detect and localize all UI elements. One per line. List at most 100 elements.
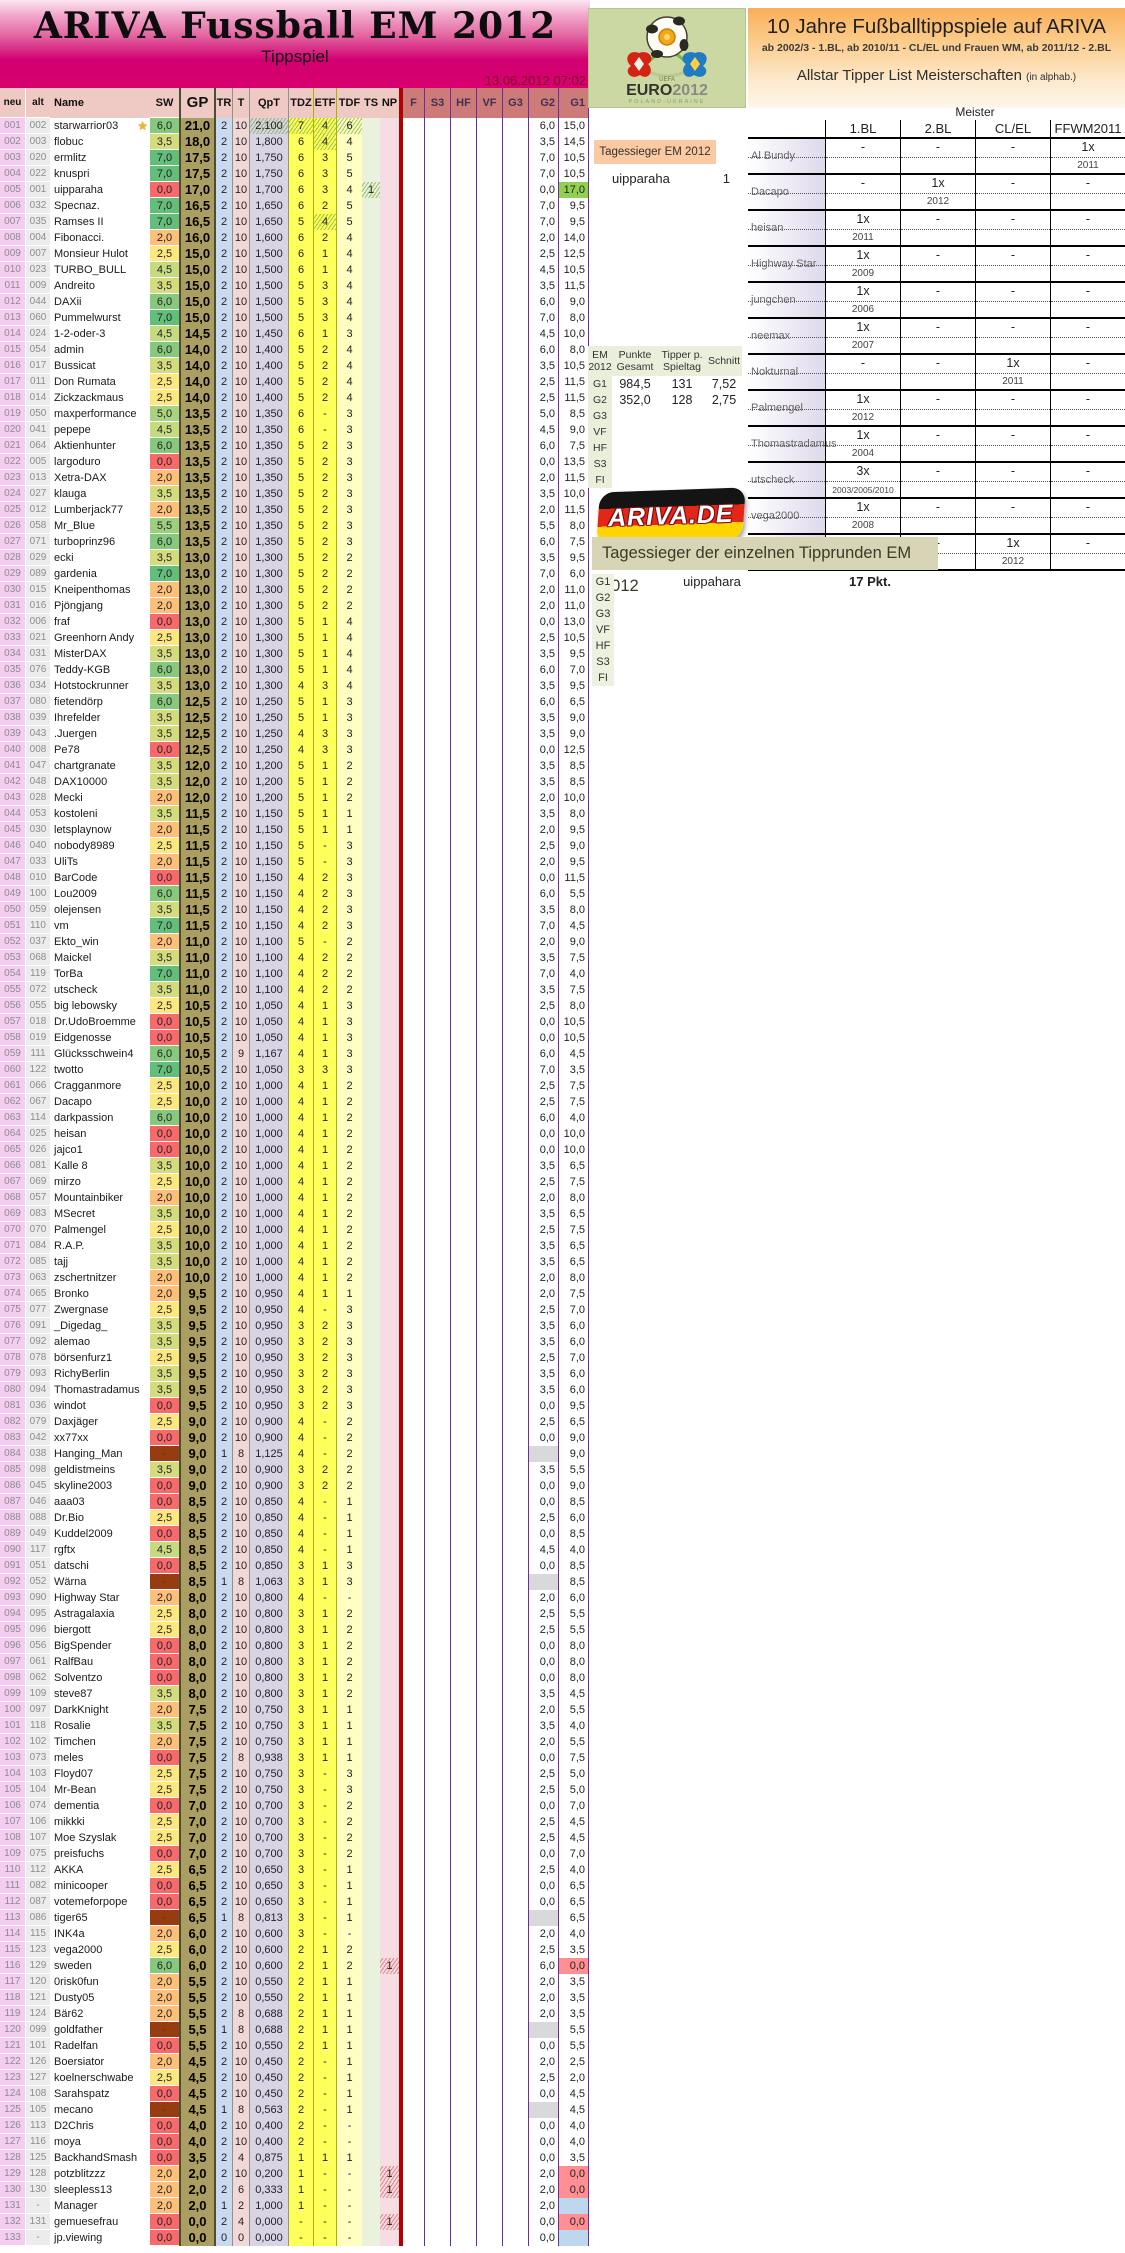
- cell-f: [399, 1190, 425, 1206]
- cell-neu: 111: [0, 1878, 25, 1894]
- cell-t: 10: [233, 1286, 250, 1302]
- cell-g1: 8,5: [559, 774, 589, 790]
- cell-g2: 2,0: [529, 934, 559, 950]
- cell-sv: 3,5: [150, 358, 179, 374]
- cell-ts: [362, 150, 380, 166]
- cell-t: 10: [233, 1542, 250, 1558]
- cell-ts: [362, 678, 380, 694]
- cell-g2: 0,0: [529, 454, 559, 470]
- cell-gp: 9,5: [179, 1366, 216, 1382]
- cell-gp: 12,5: [179, 694, 216, 710]
- cell-g3: [503, 1622, 529, 1638]
- cell-tdz: 4: [289, 1094, 314, 1110]
- cell-gpt: 1,300: [250, 614, 289, 630]
- cell-sv: 0,0: [150, 454, 179, 470]
- cell-neu: 066: [0, 1158, 25, 1174]
- player-name: Thomastradamus: [54, 1384, 140, 1396]
- cell-tr: 2: [216, 918, 233, 934]
- table-row: 090 117 rgftx 4,5 8,5 2 10 0,850 4-1 4,5 4,0: [0, 1542, 589, 1558]
- cell-gp: 9,5: [179, 1302, 216, 1318]
- player-name: börsenfurz1: [54, 1352, 113, 1364]
- cell-gpt: 1,200: [250, 790, 289, 806]
- cell-np: [380, 1878, 399, 1894]
- cell-ts: [362, 1990, 380, 2006]
- cell-np: [380, 1142, 399, 1158]
- cell-etf: -: [314, 1542, 337, 1558]
- table-row: 073 063 zschertnitzer 2,0 10,0 2 10 1,000 4 1 2 2,0…: [0, 1270, 589, 1286]
- cell-tdf: 5: [337, 166, 362, 182]
- cell-name: Bär62: [50, 2006, 150, 2022]
- cell-ts: [362, 1382, 380, 1398]
- cell-g3: [503, 1206, 529, 1222]
- cell-vf: [477, 1110, 503, 1126]
- cell-s3: [425, 726, 451, 742]
- cell-vf: [477, 518, 503, 534]
- cell-neu: 059: [0, 1046, 25, 1062]
- table-row: 002 003 flobuc 3,5 18,0 2 10 1,800 6 4 4 3,5 14,5: [0, 134, 589, 150]
- dotted-divider: [748, 481, 825, 482]
- cell-vf: [477, 1782, 503, 1798]
- cell-tr: 2: [216, 1686, 233, 1702]
- cell-tr: 2: [216, 966, 233, 982]
- cell-tdz: 3: [289, 1798, 314, 1814]
- cell-g2: 2,0: [529, 2166, 559, 2182]
- cell-sv: 2,0: [150, 2006, 179, 2022]
- cell-tdz: 2: [289, 2054, 314, 2070]
- cell-ts: [362, 214, 380, 230]
- cell-t: 10: [233, 1190, 250, 1206]
- cell-sv: 3,5: [150, 758, 179, 774]
- cell-tr: 2: [216, 422, 233, 438]
- cell-name: börsenfurz1: [50, 1350, 150, 1366]
- cell-tdf: 1: [337, 1718, 362, 1734]
- table-row: 071 084 R.A.P. 3,5 10,0 2 10 1,000 4 1 2 3,5 6,5: [0, 1238, 589, 1254]
- cell-alt: 015: [25, 582, 50, 598]
- cell-name: sleepless13: [50, 2182, 150, 2198]
- cell-name: olejensen: [50, 902, 150, 918]
- anniversary-subtitle: ab 2002/3 - 1.BL, ab 2010/11 - CL/EL und…: [761, 42, 1112, 54]
- cell-f: [399, 1606, 425, 1622]
- cell-g3: [503, 1910, 529, 1926]
- cell-tdz: 5: [289, 438, 314, 454]
- table-row: 078 078 börsenfurz1 2,5 9,5 2 10 0,950 3 2 3 2,5 7,0: [0, 1350, 589, 1366]
- allstar-col-header: CL/EL: [975, 120, 1050, 137]
- dotted-divider: [748, 373, 825, 374]
- cell-gpt: 0,850: [250, 1526, 289, 1542]
- round-winner-row: FI: [592, 670, 938, 686]
- allstar-count: 1x: [856, 392, 870, 406]
- allstar-count: -: [1010, 428, 1016, 442]
- cell-np: [380, 854, 399, 870]
- cell-tr: 2: [216, 2134, 233, 2150]
- dotted-divider: [826, 409, 900, 410]
- cell-g3: [503, 134, 529, 150]
- cell-f: [399, 1062, 425, 1078]
- cell-s3: [425, 2198, 451, 2214]
- cell-sv: 0,0: [150, 1894, 179, 1910]
- cell-ts: [362, 1574, 380, 1590]
- cell-name: vega2000: [50, 1942, 150, 1958]
- cell-etf: 2: [314, 1398, 337, 1414]
- cell-gpt: 0,650: [250, 1894, 289, 1910]
- cell-name: kostoleni: [50, 806, 150, 822]
- cell-ts: [362, 278, 380, 294]
- em-stat-value: [612, 440, 658, 456]
- cell-neu: 019: [0, 406, 25, 422]
- cell-g3: [503, 214, 529, 230]
- cell-sv: 0,0: [150, 2214, 179, 2230]
- cell-s3: [425, 1078, 451, 1094]
- cell-tr: 2: [216, 726, 233, 742]
- cell-f: [399, 1302, 425, 1318]
- cell-t: 10: [233, 1318, 250, 1334]
- table-row: 017 011 Don Rumata 2,5 14,0 2 10 1,400 5 2 4 2,5 11,…: [0, 374, 589, 390]
- cell-vf: [477, 1894, 503, 1910]
- em-stat-value: 131: [671, 377, 693, 391]
- cell-gp: 13,0: [179, 630, 216, 646]
- cell-g3: [503, 838, 529, 854]
- allstar-cell: -: [975, 463, 1050, 497]
- cell-sv: 0,0: [150, 1670, 179, 1686]
- cell-tdf: 5: [337, 150, 362, 166]
- cell-hf: [451, 1334, 477, 1350]
- cell-vf: [477, 1622, 503, 1638]
- em-stats-row: G3: [588, 408, 742, 424]
- cell-vf: [477, 1254, 503, 1270]
- cell-g3: [503, 1606, 529, 1622]
